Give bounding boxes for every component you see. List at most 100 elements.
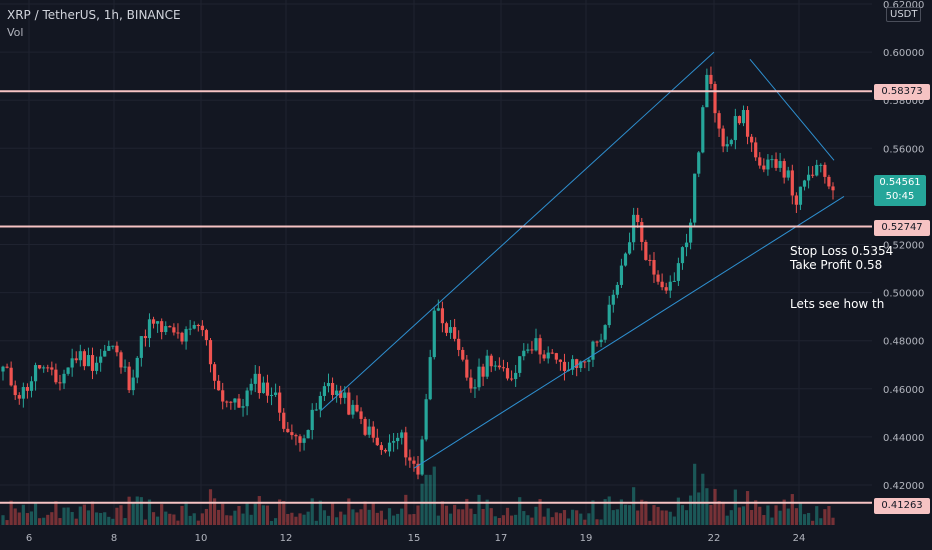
candle-body [802,180,807,187]
volume-bar [400,508,404,525]
currency-badge[interactable]: USDT [886,7,922,22]
volume-bar [359,509,363,525]
volume-bar [717,500,721,525]
volume-bar [225,515,229,525]
volume-bar [509,515,514,525]
candle-body [119,352,123,368]
volume-bar [127,496,131,525]
candle-body [290,432,294,436]
note-comment: Lets see how th [790,297,885,311]
candle-body [318,395,322,410]
candle-body [432,310,436,358]
candle-body [509,378,514,380]
volume-bar [444,505,449,525]
candle-body [25,387,30,391]
volume-bar [176,520,180,525]
symbol-title[interactable]: XRP / TetherUS, 1h, BINANCE [7,8,181,22]
candle-body [627,242,632,254]
candle-body [420,439,424,475]
volume-bar [21,504,25,525]
volume-bar [351,509,355,525]
volume-bar [29,511,34,525]
candle-body [221,390,225,402]
volume-bar [465,498,469,525]
candle-body [253,373,257,384]
candle-body [17,395,21,399]
level-tag-upper: 0.58373 [874,84,930,100]
volume-bar [78,506,82,525]
note-take-profit: Take Profit 0.58 [790,258,883,272]
volume-bar [688,495,693,525]
volume-indicator-label[interactable]: Vol [7,26,24,39]
volume-bar [131,503,135,525]
candle-body [741,110,746,124]
volume-bar [668,511,672,525]
volume-bar [143,519,148,525]
candle-body [448,327,453,333]
candle-body [505,368,510,379]
candle-body [611,294,615,305]
volume-bar [233,510,237,525]
volume-bar [82,504,86,525]
candle-body [261,382,265,394]
candle-body [192,325,196,329]
volume-bar [721,501,725,525]
candle-body [440,308,445,324]
volume-bar [619,499,624,525]
candle-body [294,435,298,437]
volume-bar [212,498,217,525]
volume-bar [575,510,579,525]
volume-bar [196,520,200,525]
volume-bar [623,504,628,525]
volume-bar [62,507,66,525]
volume-bar [314,520,318,525]
volume-bar [204,508,209,525]
y-tick-label: 0.42000 [883,481,924,492]
candle-body [794,195,798,205]
volume-bar [257,496,261,525]
candle-body [652,259,656,275]
candle-body [595,341,599,343]
volume-bar [815,506,819,525]
candle-body [737,116,742,124]
volume-bar [54,501,58,525]
volume-bar [383,519,388,525]
volume-bar [139,497,143,525]
volume-bar [778,510,782,525]
candle-body [522,350,526,357]
volume-bar [587,513,591,525]
volume-bar [241,513,245,525]
candle-body [347,392,351,415]
x-tick-label: 22 [708,533,721,544]
candle-body [9,367,13,386]
candle-body [306,430,310,439]
x-tick-label: 12 [280,533,293,544]
volume-bar [200,513,204,525]
candle-body [391,441,396,443]
candle-body [823,164,827,177]
volume-bar [579,513,583,525]
volume-bar [412,514,416,525]
volume-bar [13,508,17,525]
volume-bar [806,512,811,525]
y-tick-label: 0.58000 [883,96,924,107]
candle-body [571,359,575,370]
candle-body [518,356,522,373]
volume-bar [371,503,375,525]
volume-bar [705,488,709,525]
volume-bar [156,516,160,525]
volume-bar [729,510,733,525]
volume-bar [273,518,278,525]
y-tick-label: 0.46000 [883,385,924,396]
candle-body [481,366,485,377]
volume-bar [46,514,50,525]
volume-bar [627,505,632,525]
volume-bar [355,512,359,525]
y-tick-label: 0.48000 [883,337,924,348]
volume-bar [58,518,62,525]
candle-body [819,164,823,166]
candle-body [644,241,648,260]
candle-body [672,280,676,282]
